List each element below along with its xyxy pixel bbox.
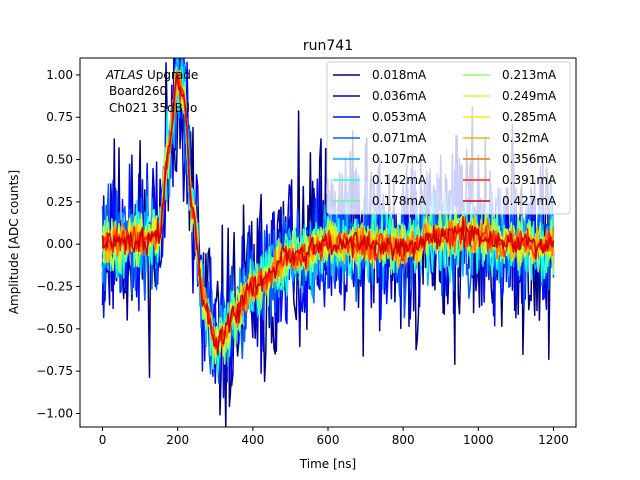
series-line <box>101 71 555 356</box>
annotation-line-1: ATLAS Upgrade <box>105 68 198 82</box>
annotation-line-3: Ch021 35dB lo <box>109 101 197 115</box>
legend-label: 0.213mA <box>502 68 557 82</box>
legend-label: 0.107mA <box>372 152 427 166</box>
legend: 0.018mA 0.036mA 0.053mA 0.071mA 0.107mA 0.142… <box>326 61 571 215</box>
y-tick-label: −0.50 <box>36 322 73 336</box>
legend-label: 0.427mA <box>502 194 557 208</box>
y-tick-label: 0.75 <box>46 110 73 124</box>
y-tick-label: 0.25 <box>46 195 73 209</box>
y-tick-label: −0.25 <box>36 280 73 294</box>
atlas-annotation: ATLAS Upgrade Board260 Ch021 35dB lo <box>105 68 198 115</box>
legend-label: 0.178mA <box>372 194 427 208</box>
annotation-line-2: Board260 <box>109 84 167 98</box>
x-tick-label: 600 <box>317 433 340 447</box>
legend-label: 0.285mA <box>502 110 557 124</box>
legend-label: 0.036mA <box>372 89 427 103</box>
annotation-upgrade: Upgrade <box>143 68 198 82</box>
legend-label: 0.249mA <box>502 89 557 103</box>
legend-label: 0.142mA <box>372 173 427 187</box>
x-tick-label: 1000 <box>463 433 494 447</box>
legend-label: 0.018mA <box>372 68 427 82</box>
y-tick-label: 1.00 <box>46 68 73 82</box>
x-tick-label: 1200 <box>538 433 569 447</box>
legend-label: 0.053mA <box>372 110 427 124</box>
legend-label: 0.391mA <box>502 173 557 187</box>
chart-title: run741 <box>303 38 353 54</box>
legend-label: 0.356mA <box>502 152 557 166</box>
legend-box <box>326 61 571 215</box>
legend-label: 0.071mA <box>372 131 427 145</box>
x-tick-label: 0 <box>99 433 107 447</box>
x-tick-label: 200 <box>166 433 189 447</box>
y-tick-label: 0.00 <box>46 237 73 251</box>
y-tick-label: −1.00 <box>36 406 73 420</box>
x-axis-label: Time [ns] <box>299 457 356 471</box>
y-tick-label: 0.50 <box>46 153 73 167</box>
annotation-atlas: ATLAS <box>105 68 144 82</box>
y-tick-label: −0.75 <box>36 364 73 378</box>
legend-label: 0.32mA <box>502 131 549 145</box>
x-tick-label: 400 <box>241 433 264 447</box>
y-axis: −1.00 −0.75 −0.50 −0.25 0.00 0.25 0.50 0.75 1.00 <box>36 68 80 420</box>
x-tick-label: 800 <box>392 433 415 447</box>
x-axis: 0 200 400 600 800 1000 1200 <box>99 427 569 447</box>
y-axis-label: Amplitude [ADC counts] <box>7 170 21 314</box>
